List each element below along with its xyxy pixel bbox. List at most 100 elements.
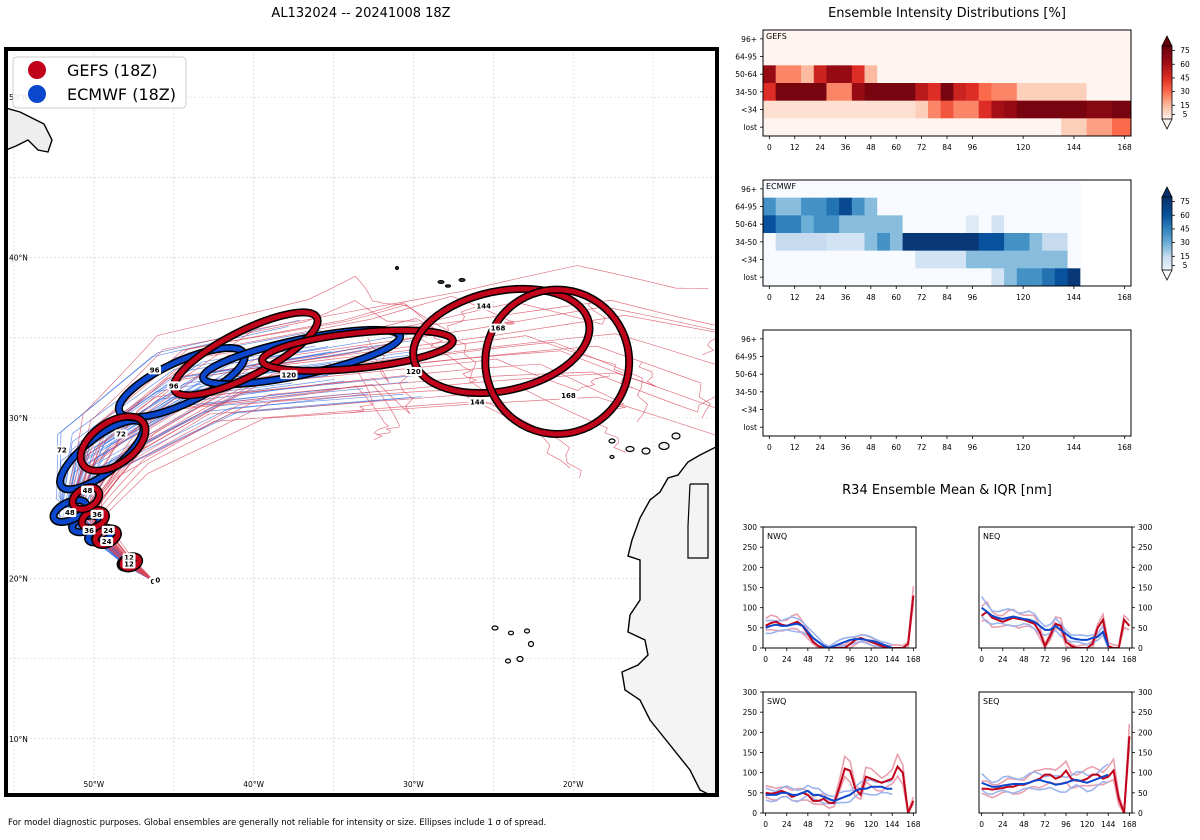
heatmap-cell	[1004, 118, 1018, 137]
colorbar-segment	[1162, 98, 1172, 102]
heatmap-cell	[1111, 65, 1132, 84]
legend-box	[12, 56, 187, 109]
heatmap-cell	[826, 65, 840, 84]
heatmap-cell	[1016, 118, 1037, 137]
r34-y-label: 100	[1138, 769, 1153, 778]
ellipse-label-bg	[82, 525, 96, 535]
colorbar-segment	[1162, 206, 1172, 209]
colorbar-segment	[1162, 89, 1172, 92]
r34-x-label: 48	[803, 820, 813, 829]
r34-title: R34 Ensemble Mean & IQR [nm]	[842, 483, 1052, 498]
africa-coast	[621, 445, 717, 795]
heatmap-x-label: 24	[815, 443, 825, 452]
r34-quadrant-label: NWQ	[767, 532, 787, 541]
heatmap-cell	[775, 197, 789, 216]
legend-gefs-label: GEFS (18Z)	[67, 61, 157, 80]
r34-y-label: 150	[743, 749, 758, 758]
heatmap-x-label: 84	[942, 293, 952, 302]
heatmap-cell	[991, 268, 1005, 287]
greenland-tip	[6, 107, 53, 153]
ecmwf-ellipse-label-144: 144	[476, 302, 491, 310]
heatmap-cell	[1042, 268, 1056, 287]
ecmwf-intensity-heatmap: ECMWF 96+ 64-95 50-64 34-50 <34 lost 0 12 24 36 48 6…	[735, 179, 1132, 302]
heatmap-cell	[763, 215, 777, 234]
ellipse-label-bg	[167, 381, 181, 391]
heatmap-cell	[1035, 83, 1062, 102]
heatmap-cell	[966, 268, 980, 287]
heatmap-cell	[763, 100, 777, 119]
heatmap-x-label: 48	[866, 143, 876, 152]
heatmap-cell	[1016, 65, 1037, 84]
heatmap-cell	[763, 65, 777, 84]
heatmap-cell	[788, 233, 802, 252]
heatmap-cell	[864, 118, 878, 137]
colorbar-segment	[1162, 52, 1172, 56]
colorbar-segment	[1162, 215, 1172, 218]
heatmap-x-label: 36	[841, 443, 851, 452]
heatmap-cell	[915, 47, 929, 66]
heatmap-cell	[839, 180, 853, 199]
heatmap-cell	[801, 180, 815, 199]
heatmap-cell	[953, 83, 967, 102]
heatmap-cell	[991, 197, 1005, 216]
r34-iqr-ecmwf	[765, 779, 893, 798]
colorbar-segment	[1162, 260, 1172, 264]
gefs-ellipse-120	[259, 327, 456, 374]
heatmap-cell	[1061, 118, 1087, 137]
colorbar-segment	[1162, 242, 1172, 246]
heatmap-cell	[813, 100, 827, 119]
heatmap-cell	[966, 215, 980, 234]
heatmap-cell	[966, 100, 980, 119]
gefs-intensity-heatmap: GEFS 96+ 64-95 50-64 34-50 <34 lost 0 12 24 36 48 60…	[735, 29, 1132, 152]
heatmap-cell	[1004, 100, 1018, 119]
r34-y-label: 0	[752, 809, 757, 818]
heatmap-cell	[1054, 233, 1068, 252]
r34-x-label: 120	[1080, 655, 1095, 664]
heatmap-cell	[940, 83, 954, 102]
heatmap-cell	[851, 233, 865, 252]
colorbar-segment	[1162, 247, 1172, 250]
colorbar-segment	[1162, 201, 1172, 205]
heatmap-row-label: lost	[743, 123, 757, 132]
heatmap-cell	[902, 118, 916, 137]
heatmap-x-label: 12	[790, 143, 800, 152]
heatmap-cell	[902, 180, 916, 199]
heatmap-cell	[902, 250, 916, 269]
r34-y-label: 200	[743, 563, 758, 572]
r34-y-label: 0	[752, 644, 757, 653]
heatmap-cell	[826, 100, 840, 119]
heatmap-cell	[1067, 180, 1081, 199]
colorbar-segment	[1162, 68, 1172, 72]
heatmap-cell	[1004, 250, 1018, 269]
heatmap-cell	[1004, 30, 1018, 49]
ecmwf-ellipse-label-24: 24	[102, 538, 112, 546]
heatmap-cell	[940, 250, 954, 269]
heatmap-cell	[826, 215, 840, 234]
legend-ecmwf-marker	[28, 85, 46, 103]
heatmap-cell	[966, 197, 980, 216]
colorbar-segment	[1162, 244, 1172, 248]
heatmap-cell	[788, 47, 802, 66]
map-title: AL132024 -- 20241008 18Z	[271, 6, 450, 21]
heatmap-cell	[889, 47, 903, 66]
ecmwf-ellipse-label-0: 0	[155, 577, 160, 585]
heatmap-cell	[864, 250, 878, 269]
colorbar-frame	[1161, 196, 1173, 271]
heatmap-row-label: lost	[743, 423, 757, 432]
heatmap-cell	[839, 197, 853, 216]
heatmap-cell	[1029, 268, 1043, 287]
r34-x-label: 120	[1080, 820, 1095, 829]
heatmap-cell	[775, 215, 789, 234]
heatmap-cell	[991, 30, 1005, 49]
heatmap-x-label: 96	[968, 293, 978, 302]
heatmap-cell	[1016, 233, 1030, 252]
heatmap-x-label: 0	[767, 293, 772, 302]
heatmap-cell	[1035, 47, 1062, 66]
heatmap-cell	[902, 65, 916, 84]
heatmap-cell	[915, 233, 929, 252]
r34-iqr-ecmwf	[980, 596, 1110, 643]
gefs-ellipse-label-36: 36	[92, 511, 102, 519]
heatmap-frame	[762, 329, 1132, 437]
heatmap-cell	[877, 100, 891, 119]
heatmap-cell	[1054, 250, 1068, 269]
